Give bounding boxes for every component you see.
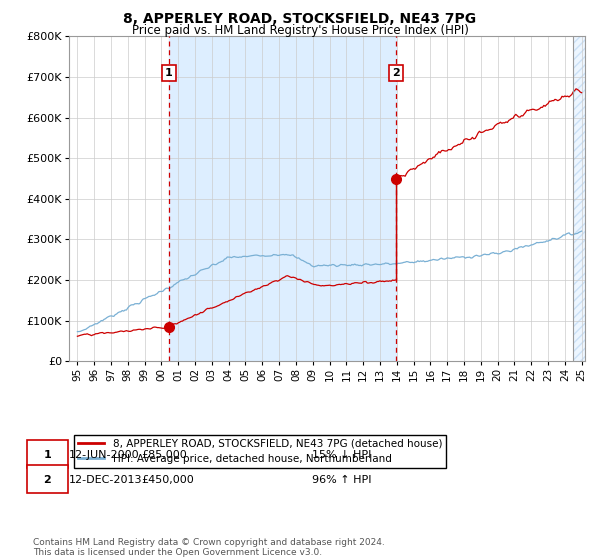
Text: Price paid vs. HM Land Registry's House Price Index (HPI): Price paid vs. HM Land Registry's House … <box>131 24 469 36</box>
Text: 8, APPERLEY ROAD, STOCKSFIELD, NE43 7PG: 8, APPERLEY ROAD, STOCKSFIELD, NE43 7PG <box>124 12 476 26</box>
Bar <box>573 36 590 361</box>
Text: 2: 2 <box>44 475 51 486</box>
Text: 12-JUN-2000: 12-JUN-2000 <box>69 450 140 460</box>
Text: 12-DEC-2013: 12-DEC-2013 <box>69 475 143 486</box>
Text: 1: 1 <box>44 450 51 460</box>
Text: Contains HM Land Registry data © Crown copyright and database right 2024.
This d: Contains HM Land Registry data © Crown c… <box>33 538 385 557</box>
Legend: 8, APPERLEY ROAD, STOCKSFIELD, NE43 7PG (detached house), HPI: Average price, de: 8, APPERLEY ROAD, STOCKSFIELD, NE43 7PG … <box>74 435 446 468</box>
Text: 96% ↑ HPI: 96% ↑ HPI <box>312 475 371 486</box>
Text: 2: 2 <box>392 68 400 78</box>
Text: £85,000: £85,000 <box>141 450 187 460</box>
Text: £450,000: £450,000 <box>141 475 194 486</box>
Text: 1: 1 <box>165 68 173 78</box>
Bar <box>169 36 396 361</box>
Text: 15% ↓ HPI: 15% ↓ HPI <box>312 450 371 460</box>
